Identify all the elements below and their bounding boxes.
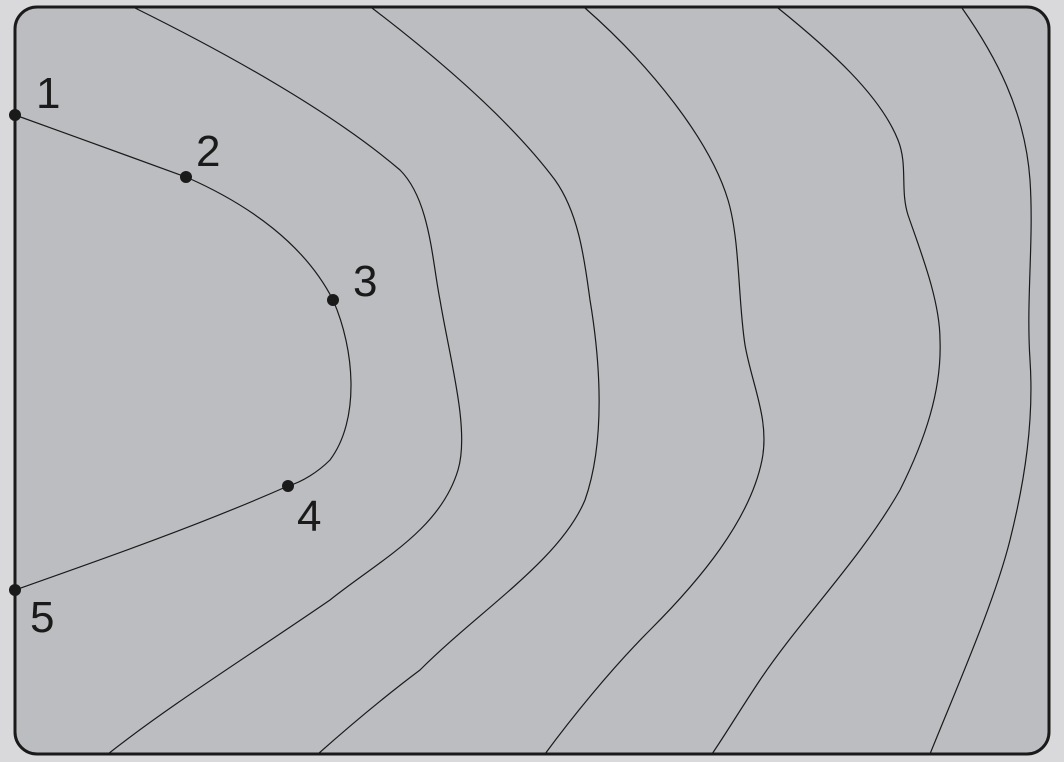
point-3-dot <box>327 294 339 306</box>
contour-line-2 <box>107 7 463 755</box>
contour-line-3 <box>317 7 600 755</box>
point-labels: 1 2 3 4 5 <box>30 69 377 642</box>
point-4-dot <box>282 480 294 492</box>
map-panel <box>13 5 1051 756</box>
point-5-label: 5 <box>30 593 54 642</box>
point-1-dot <box>9 109 21 121</box>
point-1-label: 1 <box>36 69 60 118</box>
contour-line-4 <box>544 7 765 755</box>
point-2-dot <box>180 171 192 183</box>
point-5-dot <box>9 584 21 596</box>
contour-line-5 <box>711 7 941 755</box>
points <box>9 109 339 596</box>
contour-lines <box>14 7 1032 755</box>
point-3-label: 3 <box>353 257 377 306</box>
contour-line-1 <box>14 114 352 591</box>
point-4-label: 4 <box>297 492 321 541</box>
point-2-label: 2 <box>196 127 220 176</box>
contour-line-6 <box>929 7 1032 755</box>
